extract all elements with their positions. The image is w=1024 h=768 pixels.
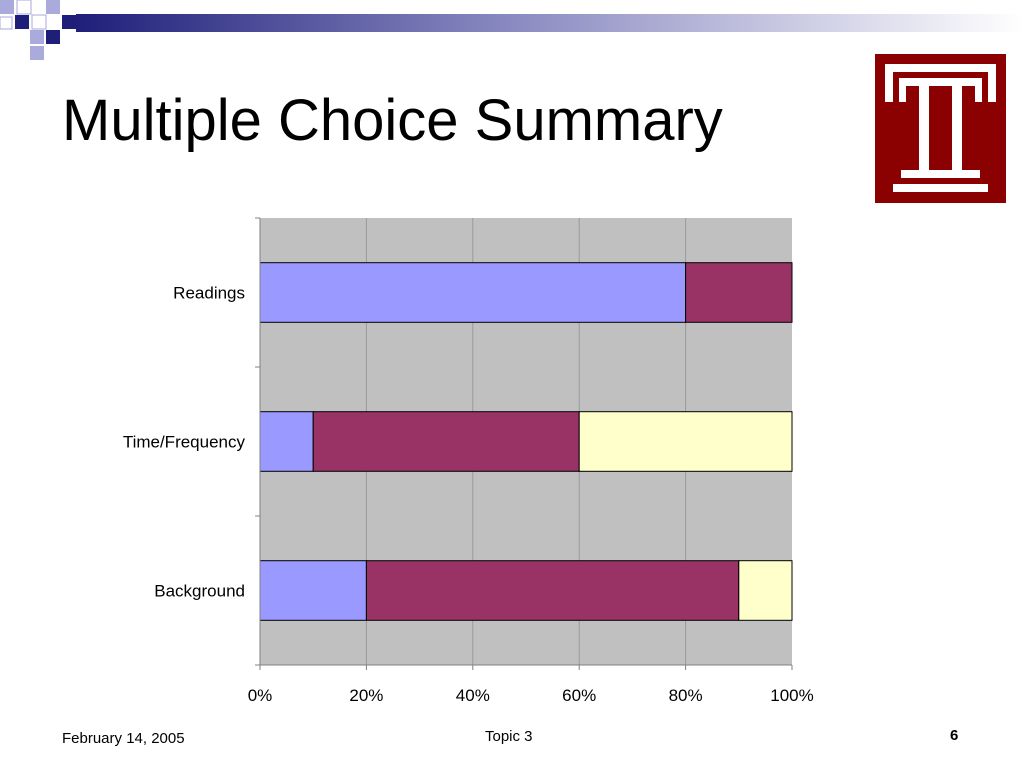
page-number: 6 xyxy=(950,727,959,744)
bar-segment xyxy=(578,411,793,472)
bar-segment xyxy=(259,262,687,323)
category-label: Background xyxy=(154,582,245,601)
x-tick-label: 60% xyxy=(562,686,596,705)
x-tick-label: 40% xyxy=(456,686,490,705)
footer-topic: Topic 3 xyxy=(485,728,533,745)
university-logo xyxy=(875,54,1006,203)
bar-segment xyxy=(685,262,793,323)
bar-segment xyxy=(259,560,367,621)
x-tick-label: 20% xyxy=(349,686,383,705)
bar-segment xyxy=(365,560,740,621)
bars xyxy=(259,262,793,621)
x-tick-label: 80% xyxy=(669,686,703,705)
bar-segment xyxy=(738,560,793,621)
x-tick-label: 100% xyxy=(770,686,813,705)
category-labels: Readings Time/Frequency Background xyxy=(123,284,246,601)
slide-title: Multiple Choice Summary xyxy=(62,88,723,153)
x-tick-labels: 0% 20% 40% 60% 80% 100% xyxy=(248,686,814,705)
footer-date: February 14, 2005 xyxy=(62,730,185,747)
x-tick-label: 0% xyxy=(248,686,273,705)
category-label: Readings xyxy=(173,284,245,303)
bar-segment xyxy=(259,411,314,472)
corner-square-pattern xyxy=(0,0,1024,60)
category-label: Time/Frequency xyxy=(123,433,246,452)
axes xyxy=(255,217,793,670)
bar-segment xyxy=(312,411,580,472)
